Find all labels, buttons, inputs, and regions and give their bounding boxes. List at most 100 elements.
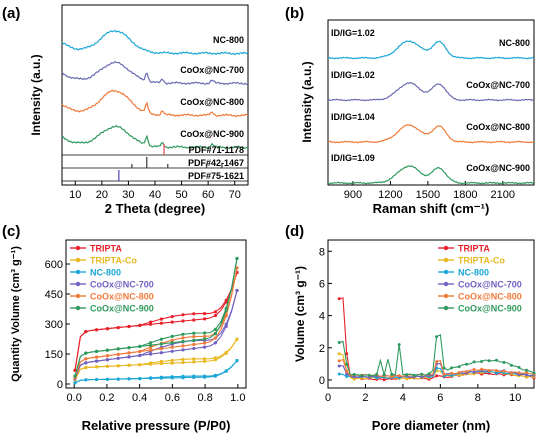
data-point-c bbox=[159, 317, 163, 321]
chart-c: 0.0 0.2 0.4 0.6 0.8 1.0 0 150 300 450 600 TRIPTA TRI… bbox=[45, 244, 246, 405]
data-point-c bbox=[138, 377, 142, 381]
data-point-d bbox=[382, 378, 386, 382]
data-point-c bbox=[235, 256, 239, 261]
series-label-b: CoOx@NC-900 bbox=[466, 163, 530, 173]
data-point-c bbox=[181, 357, 185, 361]
chart-b: 900 1200 1500 1800 2100 ID/IG=1.02 NC-800 ID/IG… bbox=[327, 28, 535, 201]
data-point-c bbox=[203, 334, 207, 338]
data-point-c bbox=[203, 359, 207, 363]
data-point-c bbox=[127, 351, 131, 355]
data-point-c bbox=[170, 315, 174, 319]
data-point-c bbox=[213, 356, 217, 360]
x-tick-label-b: 1800 bbox=[453, 189, 477, 201]
data-point-c bbox=[149, 348, 153, 352]
data-point-c bbox=[203, 331, 207, 335]
data-point-d bbox=[495, 358, 498, 362]
data-point-c bbox=[105, 364, 109, 368]
data-point-c bbox=[203, 337, 207, 341]
x-tick-label-d: 2 bbox=[362, 392, 368, 404]
data-point-c bbox=[95, 365, 99, 369]
data-point-c bbox=[138, 323, 142, 327]
data-point-c bbox=[95, 355, 99, 359]
legend-label-c: CoOx@NC-800 bbox=[90, 292, 154, 302]
data-point-c bbox=[213, 310, 217, 314]
y-tick-label-c: 150 bbox=[45, 349, 63, 361]
x-tick-label-b: 2100 bbox=[491, 189, 515, 201]
chart-d: 0 2 4 6 8 10 0 2 4 6 8 TRIPTA TRIPTA-Co NC-800 CoOx@NC… bbox=[319, 244, 536, 404]
data-point-c bbox=[159, 321, 163, 325]
data-point-c bbox=[192, 374, 196, 378]
series-label-a: NC-800 bbox=[213, 35, 244, 45]
data-point-c bbox=[181, 319, 185, 323]
plot-frame-b bbox=[327, 19, 535, 186]
data-point-d bbox=[480, 360, 484, 363]
data-point-c bbox=[127, 324, 131, 329]
data-point-c bbox=[203, 357, 207, 361]
data-point-c bbox=[213, 313, 217, 318]
data-point-d bbox=[472, 370, 476, 374]
data-point-c bbox=[181, 344, 185, 348]
data-point-d bbox=[525, 375, 528, 379]
legend-marker-c bbox=[75, 293, 81, 299]
data-point-c bbox=[95, 377, 99, 382]
y-tick-label-d: 2 bbox=[319, 343, 325, 355]
data-point-d bbox=[337, 364, 341, 368]
data-point-c bbox=[159, 342, 163, 346]
data-point-c bbox=[213, 341, 217, 345]
x-axis-label-a: 2 Theta (degree) bbox=[105, 201, 205, 216]
legend-marker-d bbox=[443, 269, 449, 275]
legend-label-c: CoOx@NC-700 bbox=[90, 280, 154, 290]
data-point-c bbox=[213, 373, 217, 377]
panel-label-a: (a) bbox=[2, 5, 20, 22]
legend-label-c: TRIPTA-Co bbox=[90, 256, 137, 266]
y-tick-label-c: 450 bbox=[45, 289, 63, 301]
x-tick-label-d: 4 bbox=[400, 392, 406, 404]
data-point-c bbox=[170, 320, 174, 324]
series-line-a bbox=[61, 89, 249, 118]
data-point-c bbox=[149, 361, 153, 365]
legend-label-c: CoOx@NC-900 bbox=[90, 304, 154, 314]
data-point-d bbox=[375, 372, 379, 376]
data-point-c bbox=[127, 346, 131, 350]
data-point-d bbox=[390, 375, 394, 379]
series-line-a bbox=[61, 124, 249, 150]
data-point-c bbox=[127, 377, 131, 381]
data-point-c bbox=[213, 336, 217, 340]
legend-label-c: NC-800 bbox=[90, 268, 121, 278]
legend-marker-c bbox=[75, 269, 81, 275]
legend-label-d: CoOx@NC-900 bbox=[458, 304, 522, 314]
legend-marker-c bbox=[75, 257, 81, 263]
panel-label-b: (b) bbox=[285, 5, 304, 22]
data-point-d bbox=[337, 352, 341, 356]
data-point-c bbox=[170, 358, 174, 362]
data-point-c bbox=[181, 332, 185, 336]
series-line-b bbox=[327, 81, 535, 102]
reference-label-a: PDF#71-1178 bbox=[188, 145, 244, 155]
data-point-c bbox=[116, 326, 120, 330]
data-point-d bbox=[405, 377, 409, 381]
data-point-d bbox=[337, 341, 341, 344]
panel-label-c: (c) bbox=[2, 223, 20, 240]
data-point-c bbox=[192, 360, 196, 364]
y-tick-label-d: 6 bbox=[319, 278, 325, 290]
data-point-d bbox=[487, 359, 491, 363]
x-axis-label-b: Raman shift (cm⁻¹) bbox=[373, 201, 490, 216]
x-tick-label-a: 40 bbox=[149, 189, 161, 201]
data-point-d bbox=[517, 365, 521, 369]
data-point-c bbox=[192, 335, 196, 339]
plot-frame-c bbox=[65, 239, 247, 389]
data-point-c bbox=[213, 332, 217, 336]
series-line-b bbox=[327, 165, 535, 185]
y-tick-label-c: 300 bbox=[45, 319, 63, 331]
data-point-c bbox=[181, 313, 185, 317]
plot-frame-d bbox=[327, 239, 535, 389]
data-point-c bbox=[105, 377, 109, 381]
data-point-c bbox=[181, 339, 185, 344]
x-tick-label-c: 0.2 bbox=[99, 392, 114, 404]
data-point-d bbox=[420, 375, 424, 379]
x-axis-label-d: Pore diameter (nm) bbox=[372, 418, 490, 433]
data-point-d bbox=[435, 374, 439, 378]
series-line-b bbox=[327, 123, 535, 144]
data-point-d bbox=[465, 370, 469, 374]
data-point-c bbox=[170, 345, 174, 349]
